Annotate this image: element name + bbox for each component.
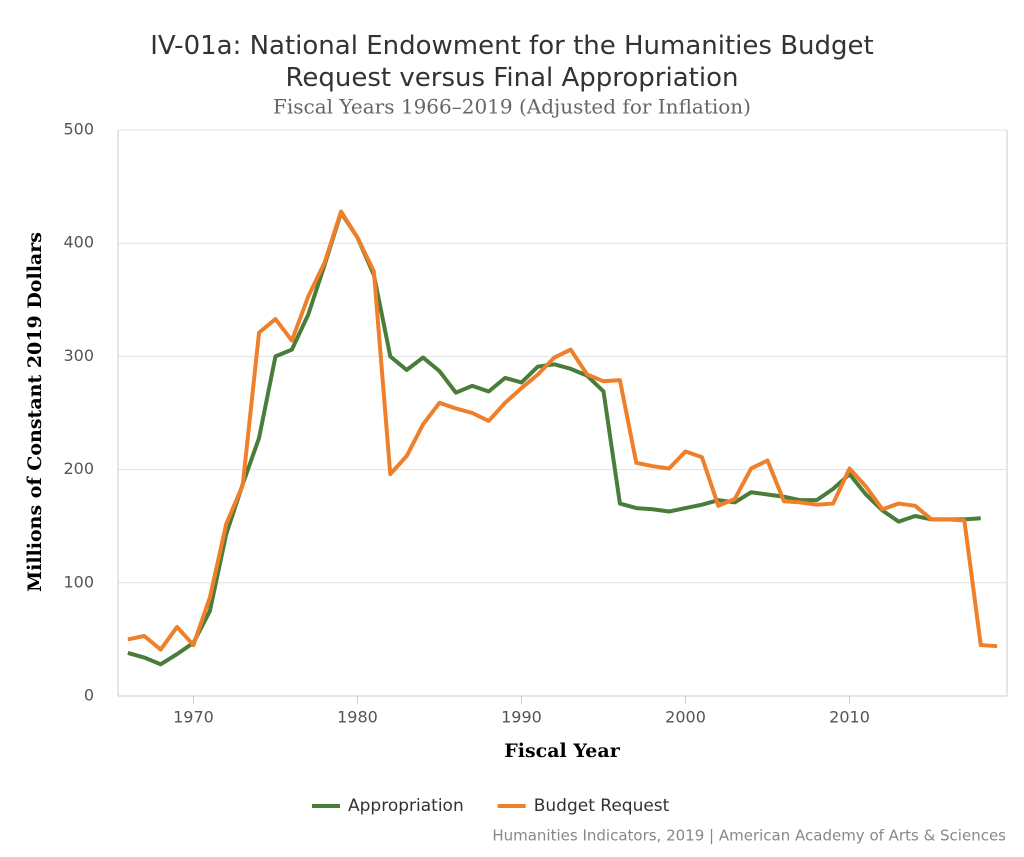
credits: Humanities Indicators, 2019 | American A… — [492, 827, 1006, 845]
chart-title: IV-01a: National Endowment for the Human… — [150, 31, 873, 93]
series-line — [127, 210, 981, 667]
y-tick-label: 0 — [84, 686, 94, 705]
y-tick-label: 100 — [63, 572, 94, 591]
legend-label: Budget Request — [534, 796, 670, 816]
legend-label: Appropriation — [348, 796, 464, 816]
x-tick-label: 1980 — [337, 708, 378, 727]
x-axis-label: Fiscal Year — [504, 740, 620, 762]
x-tick-label: 1990 — [501, 708, 542, 727]
y-tick-label: 500 — [63, 120, 94, 139]
x-tick-label: 1970 — [173, 708, 214, 727]
x-tick-label: 2000 — [665, 708, 706, 727]
chart-subtitle: Fiscal Years 1966–2019 (Adjusted for Inf… — [273, 95, 751, 119]
x-tick-label: 2010 — [829, 708, 870, 727]
y-axis-label: Millions of Constant 2019 Dollars — [24, 232, 46, 592]
y-tick-label: 300 — [63, 346, 94, 365]
series-line — [127, 209, 998, 652]
y-tick-label: 400 — [63, 233, 94, 252]
y-tick-label: 200 — [63, 459, 94, 478]
